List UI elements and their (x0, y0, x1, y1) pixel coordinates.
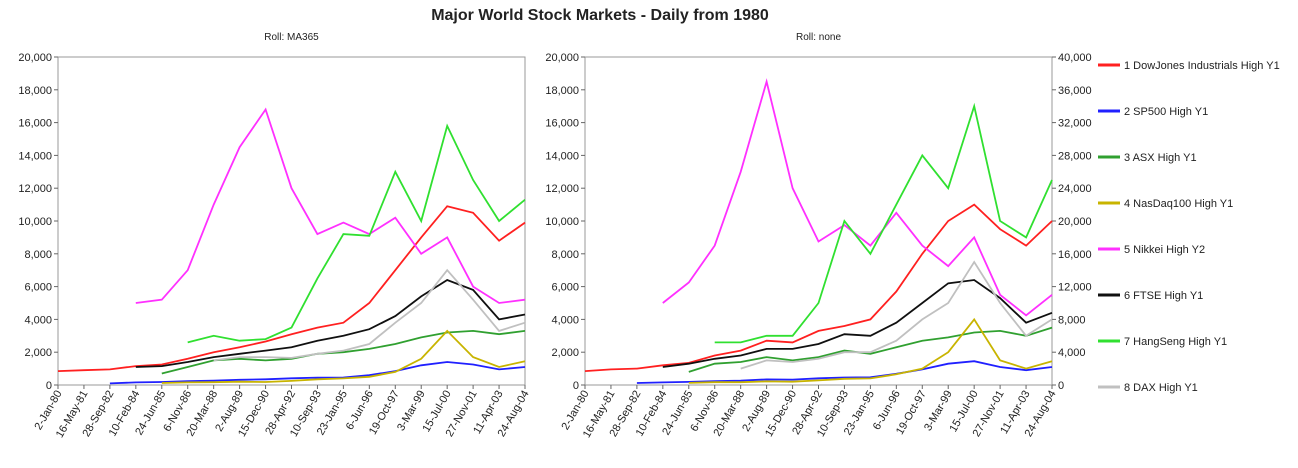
y2-tick-label: 16,000 (1058, 249, 1092, 261)
series-line (584, 203, 1053, 372)
y2-tick-label: 8,000 (1058, 314, 1086, 326)
y-tick-label: 6,000 (551, 282, 579, 294)
y-tick-label: 16,000 (18, 118, 52, 130)
y-tick-label: 12,000 (545, 183, 579, 195)
y2-tick-label: 28,000 (1058, 150, 1092, 162)
y-tick-label: 12,000 (18, 183, 52, 195)
y2-tick-label: 0 (1058, 380, 1064, 392)
y-tick-label: 2,000 (551, 347, 579, 359)
legend-label: 2 SP500 High Y1 (1124, 106, 1208, 118)
series-line (109, 361, 526, 385)
y-tick-label: 10,000 (545, 216, 579, 228)
y2-tick-label: 36,000 (1058, 85, 1092, 97)
y-tick-label: 18,000 (545, 85, 579, 97)
y-tick-label: 0 (46, 380, 52, 392)
y2-tick-label: 4,000 (1058, 347, 1086, 359)
y-tick-label: 6,000 (24, 282, 52, 294)
series-line (636, 360, 1053, 384)
y-tick-label: 10,000 (18, 216, 52, 228)
series-line (740, 260, 1053, 370)
legend-label: 3 ASX High Y1 (1124, 152, 1197, 164)
legend-label: 5 Nikkei High Y2 (1124, 244, 1205, 256)
plot-frame (57, 56, 526, 386)
y-tick-label: 18,000 (18, 85, 52, 97)
y-tick-label: 20,000 (18, 52, 52, 64)
y-tick-label: 0 (573, 380, 579, 392)
legend-label: 7 HangSeng High Y1 (1124, 336, 1227, 348)
y-tick-label: 8,000 (24, 249, 52, 261)
legend-label: 1 DowJones Industrials High Y1 (1124, 60, 1280, 72)
series-line (213, 268, 526, 362)
y-tick-label: 8,000 (551, 249, 579, 261)
series-line (688, 317, 1053, 384)
series-line (161, 329, 526, 384)
subtitle: Roll: MA365 (264, 32, 319, 43)
y-tick-label: 16,000 (545, 118, 579, 130)
y-tick-label: 14,000 (545, 150, 579, 162)
y2-tick-label: 40,000 (1058, 52, 1092, 64)
chart-title: Major World Stock Markets - Daily from 1… (431, 7, 769, 24)
series-line (662, 78, 1053, 317)
series-line (714, 102, 1053, 344)
plot-frame (584, 56, 1053, 386)
y-tick-label: 2,000 (24, 347, 52, 359)
legend-label: 8 DAX High Y1 (1124, 382, 1198, 394)
y-tick-label: 14,000 (18, 150, 52, 162)
y2-tick-label: 32,000 (1058, 118, 1092, 130)
series-line (57, 205, 526, 372)
series-line (688, 326, 1053, 373)
legend-label: 4 NasDaq100 High Y1 (1124, 198, 1233, 210)
y-tick-label: 4,000 (551, 314, 579, 326)
series-line (135, 107, 526, 304)
series-line (662, 279, 1053, 368)
legend-label: 6 FTSE High Y1 (1124, 290, 1203, 302)
y-tick-label: 20,000 (545, 52, 579, 64)
y2-tick-label: 24,000 (1058, 183, 1092, 195)
subtitle: Roll: none (796, 32, 841, 43)
y2-tick-label: 12,000 (1058, 282, 1092, 294)
y-tick-label: 4,000 (24, 314, 52, 326)
y2-tick-label: 20,000 (1058, 216, 1092, 228)
series-line (187, 123, 526, 344)
